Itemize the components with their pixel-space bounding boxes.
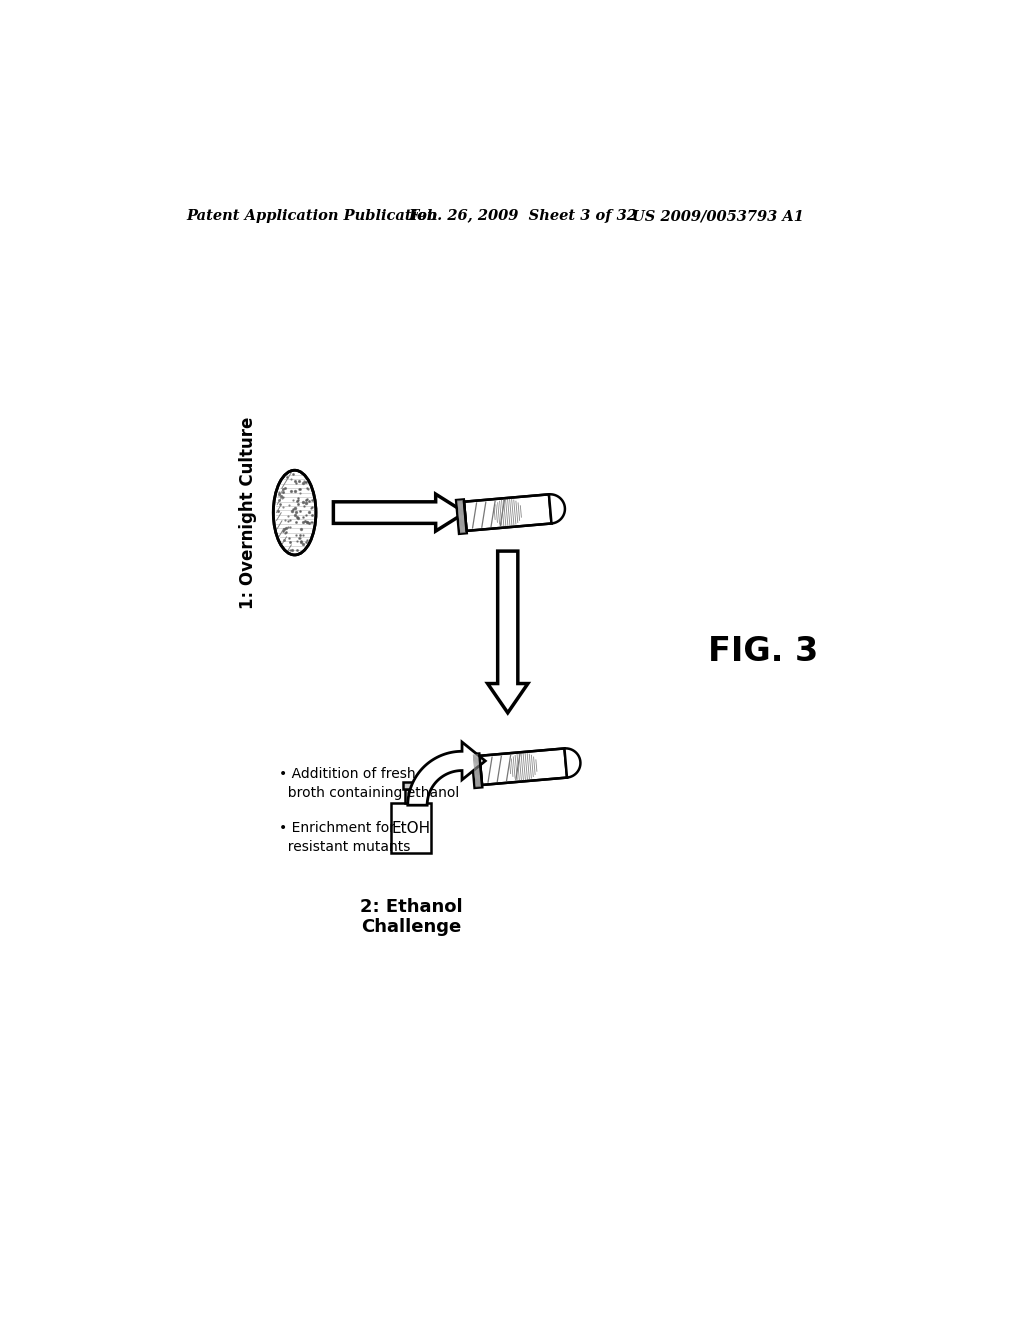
Text: • Additition of fresh
  broth containing ethanol: • Additition of fresh broth containing e… [280, 767, 460, 800]
Text: EtOH: EtOH [391, 821, 430, 836]
Polygon shape [403, 781, 419, 789]
Polygon shape [408, 742, 485, 805]
Text: US 2009/0053793 A1: US 2009/0053793 A1 [632, 209, 804, 223]
Text: 2: Ethanol
Challenge: 2: Ethanol Challenge [359, 898, 462, 936]
FancyBboxPatch shape [391, 804, 431, 853]
Polygon shape [472, 754, 482, 788]
Polygon shape [464, 494, 552, 531]
Text: • Enrichment for
  resistant mutants: • Enrichment for resistant mutants [280, 821, 411, 854]
Polygon shape [549, 494, 565, 524]
Polygon shape [456, 499, 467, 533]
Text: Feb. 26, 2009  Sheet 3 of 32: Feb. 26, 2009 Sheet 3 of 32 [409, 209, 637, 223]
Polygon shape [334, 494, 465, 531]
Polygon shape [479, 748, 567, 785]
Text: Patent Application Publication: Patent Application Publication [186, 209, 437, 223]
Text: 1: Overnight Culture: 1: Overnight Culture [240, 416, 257, 609]
Ellipse shape [273, 470, 316, 554]
Polygon shape [487, 552, 528, 713]
Text: FIG. 3: FIG. 3 [709, 635, 818, 668]
Polygon shape [404, 789, 417, 804]
Polygon shape [564, 748, 581, 777]
